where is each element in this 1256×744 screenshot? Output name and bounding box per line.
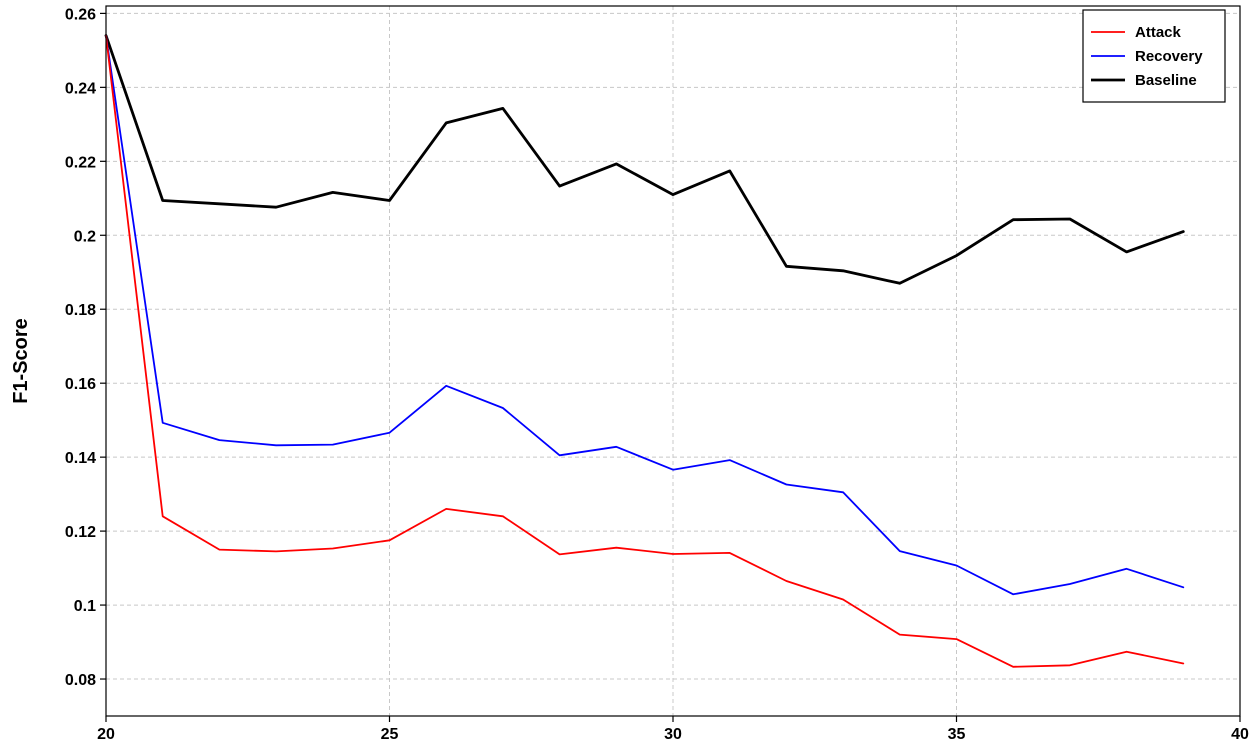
legend-label: Recovery [1135,48,1203,65]
y-tick-label: 0.26 [65,6,96,23]
series-line-recovery [105,34,1185,596]
y-tick-label: 0.16 [65,376,96,393]
gridlines [105,6,1241,716]
x-tick-label: 25 [381,726,399,743]
legend-label: Baseline [1135,72,1197,89]
y-tick-label: 0.2 [74,228,96,245]
y-axis-ticks: 0.08 0.1 0.12 0.14 0.16 0.18 0.2 0.22 0.24 0.26 [65,6,106,689]
series-line-attack [105,34,1185,668]
series-lines [104,34,1185,668]
y-tick-label: 0.12 [65,524,96,541]
y-tick-label: 0.08 [65,672,96,689]
x-axis-ticks: 20 25 30 35 40 [97,716,1249,743]
x-tick-label: 30 [664,726,682,743]
y-tick-label: 0.14 [65,450,96,467]
series-line-baseline [104,34,1185,285]
legend-label: Attack [1135,24,1182,41]
y-tick-label: 0.1 [74,598,96,615]
x-tick-label: 40 [1231,726,1249,743]
legend: Attack Recovery Baseline [1082,9,1226,103]
y-axis-title: F1-Score [10,318,32,404]
x-tick-label: 35 [948,726,966,743]
y-tick-label: 0.24 [65,80,96,97]
y-tick-label: 0.22 [65,154,96,171]
y-tick-label: 0.18 [65,302,96,319]
x-tick-label: 20 [97,726,115,743]
